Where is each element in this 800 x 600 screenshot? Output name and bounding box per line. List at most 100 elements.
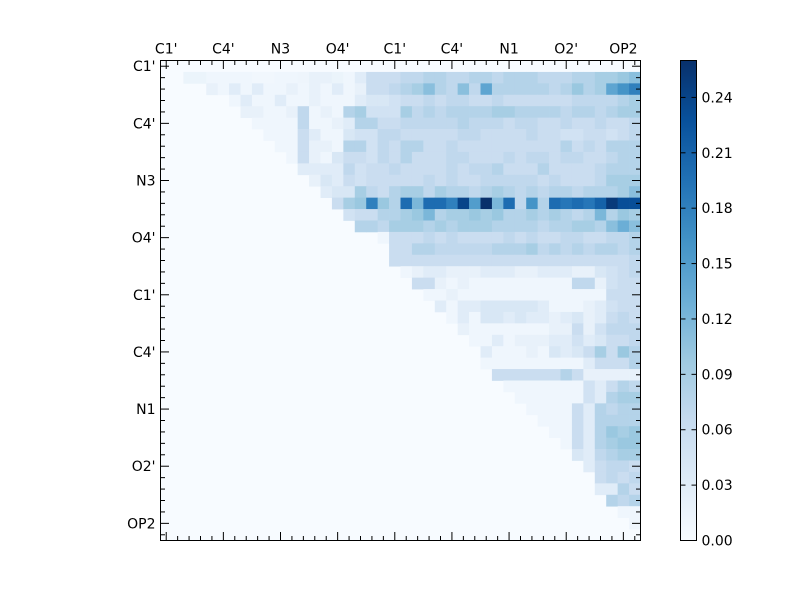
- heatmap-cell: [503, 106, 516, 118]
- heatmap-cell: [560, 174, 573, 187]
- heatmap-cell: [560, 391, 573, 404]
- heatmap-cell: [549, 266, 561, 278]
- heatmap-cell: [594, 129, 607, 141]
- heatmap-cell: [469, 106, 481, 118]
- heatmap-cell: [617, 300, 630, 313]
- heatmap-cell: [286, 94, 298, 107]
- heatmap-cell: [617, 426, 630, 438]
- heatmap-cell: [617, 186, 630, 198]
- heatmap-cell: [411, 94, 424, 107]
- heatmap-cell: [274, 117, 287, 130]
- heatmap-cell: [240, 94, 253, 107]
- heatmap-cell: [480, 266, 493, 278]
- heatmap-cell: [617, 266, 630, 278]
- heatmap-cell: [514, 94, 527, 107]
- heatmap-cell: [354, 106, 367, 118]
- heatmap-cell: [617, 471, 630, 484]
- heatmap-cell: [617, 277, 630, 290]
- heatmap-cell: [411, 277, 424, 290]
- heatmap-cell: [320, 151, 333, 164]
- heatmap-cell: [629, 209, 641, 221]
- heatmap-cell: [571, 334, 584, 347]
- heatmap-cell: [457, 186, 470, 198]
- heatmap-cell: [423, 197, 436, 210]
- heatmap-cell: [423, 289, 436, 301]
- heatmap-cell: [286, 140, 298, 153]
- heatmap-cell: [251, 94, 264, 107]
- heatmap-cell: [503, 311, 516, 324]
- heatmap-cell: [446, 106, 458, 118]
- heatmap-cell: [629, 151, 641, 164]
- heatmap-cell: [571, 403, 584, 416]
- heatmap-cell: [354, 83, 367, 96]
- heatmap-cell: [537, 380, 550, 393]
- heatmap-cell: [491, 369, 504, 381]
- heatmap-cell: [594, 174, 607, 187]
- heatmap-cell: [263, 83, 276, 96]
- heatmap-cell: [594, 106, 607, 118]
- heatmap-cell: [446, 151, 458, 164]
- heatmap-cell: [491, 300, 504, 313]
- heatmap-cell: [549, 311, 561, 324]
- heatmap-cell: [491, 209, 504, 221]
- heatmap-cell: [286, 129, 298, 141]
- heatmap-cell: [537, 311, 550, 324]
- heatmap-cell: [617, 163, 630, 176]
- heatmap-cell: [526, 231, 538, 244]
- heatmap-cell: [549, 243, 561, 256]
- heatmap-cell: [229, 94, 241, 107]
- heatmap-cell: [583, 186, 596, 198]
- heatmap-cell: [503, 140, 516, 153]
- y-tick-label: C4': [133, 116, 156, 132]
- heatmap-cell: [526, 277, 538, 290]
- heatmap-cell: [331, 140, 344, 153]
- heatmap-cell: [320, 163, 333, 176]
- y-tick-label: OP2: [127, 516, 155, 532]
- heatmap-cell: [526, 94, 538, 107]
- heatmap-cell: [571, 151, 584, 164]
- heatmap-cell: [366, 209, 378, 221]
- heatmap-cell: [560, 437, 573, 450]
- heatmap-cell: [571, 426, 584, 438]
- heatmap-cell: [343, 151, 356, 164]
- heatmap-cell: [377, 83, 390, 96]
- heatmap-cell: [331, 106, 344, 118]
- heatmap-cell: [366, 140, 378, 153]
- heatmap-cell: [491, 174, 504, 187]
- heatmap-cell: [560, 243, 573, 256]
- y-tick-labels: C1' C4' N3 O4' C1' C4' N1 O2' OP2: [127, 59, 155, 532]
- heatmap-cell: [309, 163, 321, 176]
- heatmap-cell: [583, 414, 596, 427]
- heatmap-cell: [560, 277, 573, 290]
- heatmap-cell: [434, 151, 447, 164]
- heatmap-cell: [480, 129, 493, 141]
- heatmap-cell: [606, 277, 618, 290]
- heatmap-cell: [560, 71, 573, 84]
- heatmap-cell: [514, 151, 527, 164]
- heatmap-cell: [480, 197, 493, 210]
- heatmap-cell: [469, 289, 481, 301]
- heatmap-cell: [400, 151, 413, 164]
- heatmap-cell: [343, 209, 356, 221]
- heatmap-cell: [503, 266, 516, 278]
- x-tick-label: O4': [326, 42, 350, 58]
- heatmap-cell: [343, 106, 356, 118]
- heatmap-cell: [503, 94, 516, 107]
- heatmap-cell: [331, 83, 344, 96]
- heatmap-cell: [286, 106, 298, 118]
- heatmap-cell: [571, 197, 584, 210]
- heatmap-cell: [423, 174, 436, 187]
- heatmap-cell: [514, 71, 527, 84]
- heatmap-cell: [571, 391, 584, 404]
- heatmap-cell: [491, 163, 504, 176]
- heatmap-cell: [274, 94, 287, 107]
- heatmap-cell: [354, 71, 367, 84]
- heatmap-cell: [583, 357, 596, 370]
- heatmap-cell: [617, 323, 630, 336]
- heatmap-cell: [503, 117, 516, 130]
- heatmap-cell: [434, 289, 447, 301]
- heatmap-cell: [343, 140, 356, 153]
- heatmap-cell: [594, 254, 607, 267]
- x-tick-label: OP2: [609, 42, 637, 58]
- heatmap-cell: [617, 220, 630, 233]
